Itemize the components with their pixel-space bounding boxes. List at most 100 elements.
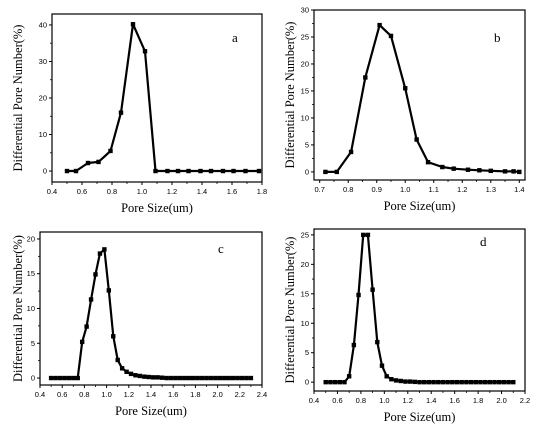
data-point xyxy=(208,375,214,381)
data-point xyxy=(195,375,200,381)
data-point xyxy=(175,168,181,174)
data-point xyxy=(119,366,125,371)
x-tick-label: 1.6 xyxy=(227,187,237,196)
y-axis-label: Differential Pore Number(%) xyxy=(11,235,25,382)
data-point xyxy=(468,379,474,385)
data-point xyxy=(62,375,67,381)
data-point xyxy=(115,357,120,363)
data-point xyxy=(155,375,160,380)
y-tick-label: 10 xyxy=(301,113,309,122)
data-point xyxy=(426,379,432,385)
data-point xyxy=(379,363,385,368)
data-point xyxy=(459,379,464,385)
y-axis-label: Differential Pore Number(%) xyxy=(283,237,297,384)
data-point xyxy=(198,168,203,174)
data-point xyxy=(124,369,129,374)
data-point xyxy=(165,168,170,174)
x-tick-label: 1.4 xyxy=(426,396,436,405)
data-point xyxy=(351,342,357,348)
data-point xyxy=(199,375,205,381)
data-point xyxy=(375,339,380,345)
data-point xyxy=(96,159,101,165)
data-point xyxy=(361,232,366,238)
data-point xyxy=(73,168,79,174)
data-point xyxy=(142,49,148,54)
y-tick-label: 30 xyxy=(39,57,47,66)
data-point xyxy=(204,375,209,381)
x-tick-label: 2.2 xyxy=(235,390,245,399)
data-point xyxy=(465,167,471,172)
x-tick-label: 0.8 xyxy=(79,390,89,399)
x-tick-label: 1.2 xyxy=(457,185,467,194)
data-point xyxy=(133,373,138,378)
panel-letter: b xyxy=(494,30,501,45)
panel-letter: d xyxy=(480,234,487,249)
x-tick-label: 1.0 xyxy=(400,185,410,194)
data-point xyxy=(244,375,249,381)
data-point xyxy=(332,379,338,385)
x-tick-label: 1.4 xyxy=(197,187,207,196)
chart-panel-d: 0.4 0.6 0.8 1.0 1.2 1.4 1.6 1.8 2.0 2.2 0 5 10 15 20 25… xyxy=(283,228,530,424)
data-point xyxy=(153,168,158,174)
panel-letter: c xyxy=(218,241,224,256)
data-point xyxy=(256,168,262,174)
data-point xyxy=(146,374,151,380)
data-point xyxy=(231,168,236,174)
data-point xyxy=(235,375,240,381)
y-tick-label: 5 xyxy=(305,348,309,357)
series-line xyxy=(51,248,251,380)
data-point xyxy=(502,169,508,174)
data-point xyxy=(239,375,245,381)
data-point xyxy=(137,373,143,379)
x-tick-label: 2.0 xyxy=(496,396,506,405)
data-point xyxy=(377,22,382,28)
x-tick-label: 1.2 xyxy=(124,390,134,399)
data-point xyxy=(243,168,248,174)
x-tick-label: 0.9 xyxy=(372,185,382,194)
series-line xyxy=(67,23,259,173)
data-point xyxy=(487,379,493,385)
x-tick-label: 0.7 xyxy=(314,185,324,194)
data-point xyxy=(393,378,399,383)
data-point xyxy=(477,168,482,173)
data-point xyxy=(511,379,516,385)
x-tick-label: 1.1 xyxy=(429,185,439,194)
data-point xyxy=(217,375,223,381)
plot-frame xyxy=(39,231,263,386)
data-point xyxy=(501,379,507,385)
x-tick-label: 2.2 xyxy=(520,396,530,405)
x-tick-label: 1.2 xyxy=(403,396,413,405)
data-point xyxy=(226,375,231,381)
y-axis-label: Differential Pore Number(%) xyxy=(283,22,297,169)
y-tick-label: 25 xyxy=(301,32,309,41)
y-tick-label: 0 xyxy=(43,167,47,176)
data-point xyxy=(384,374,389,379)
data-point xyxy=(334,169,340,175)
data-point xyxy=(128,371,134,377)
x-tick-label: 0.6 xyxy=(57,390,67,399)
x-tick-label: 0.4 xyxy=(309,396,319,405)
data-point xyxy=(337,379,342,385)
chart-panel-c: 0.4 0.6 0.8 1.0 1.2 1.4 1.6 1.8 2.0 2.2 2.4 0 5 10 15 2… xyxy=(11,231,267,418)
data-point xyxy=(213,375,218,381)
x-tick-label: 1.0 xyxy=(101,390,111,399)
y-tick-label: 15 xyxy=(301,289,309,298)
y-tick-label: 0 xyxy=(305,167,309,176)
data-point xyxy=(407,379,413,384)
y-tick-label: 10 xyxy=(301,319,309,328)
data-point xyxy=(248,375,254,381)
data-point xyxy=(130,22,136,27)
x-tick-label: 0.6 xyxy=(332,396,342,405)
data-point xyxy=(142,374,147,379)
data-point xyxy=(473,379,478,385)
data-point xyxy=(431,379,436,385)
data-point xyxy=(342,379,347,385)
data-point xyxy=(79,339,85,345)
y-tick-label: 15 xyxy=(27,269,35,278)
data-point xyxy=(389,377,394,382)
x-tick-label: 0.4 xyxy=(35,390,45,399)
data-point xyxy=(108,148,113,154)
data-point xyxy=(440,379,446,385)
y-tick-label: 0 xyxy=(305,378,309,387)
